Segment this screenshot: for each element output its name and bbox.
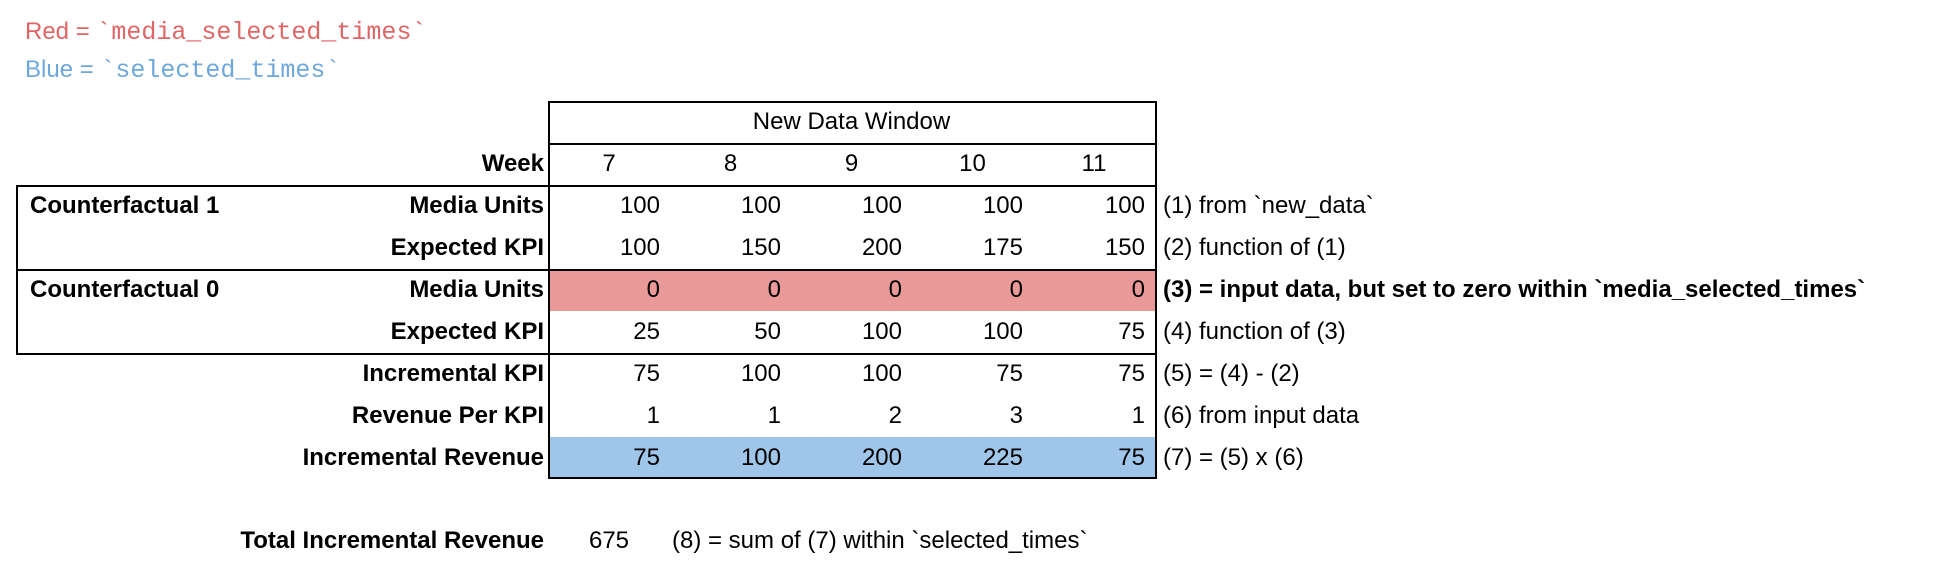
- highlight-red-row-fill: [550, 271, 1155, 311]
- row-annotation-4: (4) function of (3): [1163, 318, 1346, 345]
- data-cell: 100: [740, 360, 781, 387]
- row-label: Media Units: [409, 276, 544, 303]
- data-cell: 75: [633, 444, 660, 471]
- row-annotation-2: (2) function of (1): [1163, 234, 1346, 261]
- legend-blue-label: Blue =: [25, 56, 101, 83]
- data-cell: 75: [633, 360, 660, 387]
- data-cell: 0: [767, 276, 781, 303]
- total-value: 675: [588, 527, 630, 554]
- legend-blue-code: `selected_times`: [100, 56, 341, 85]
- row-label: Incremental KPI: [362, 360, 544, 387]
- data-cell: 150: [1104, 234, 1145, 261]
- data-cell: 2: [888, 402, 902, 429]
- group-label-counterfactual-0: Counterfactual 0: [30, 276, 220, 303]
- data-cell: 225: [982, 444, 1023, 471]
- data-cell: 3: [1009, 402, 1023, 429]
- data-cell: 100: [982, 318, 1023, 345]
- table-row-revenue-per-kpi: Revenue Per KPI 1 1 2 3 1 (6) from input…: [0, 395, 1960, 437]
- row-label: Revenue Per KPI: [351, 402, 544, 429]
- table-border-top: [548, 101, 1157, 103]
- row-annotation-6: (6) from input data: [1163, 402, 1360, 429]
- data-cell: 75: [1118, 360, 1145, 387]
- table-border-cf0-bottom: [16, 353, 1157, 355]
- data-cell: 200: [861, 444, 902, 471]
- data-cell: 100: [861, 360, 902, 387]
- data-cell: 0: [646, 276, 660, 303]
- row-label: Expected KPI: [390, 318, 544, 345]
- data-cell: 75: [1118, 318, 1145, 345]
- group-label-counterfactual-1: Counterfactual 1: [30, 192, 220, 219]
- row-label: Incremental Revenue: [302, 444, 544, 471]
- table-border-labels-left: [16, 185, 18, 355]
- data-cell: 150: [740, 234, 781, 261]
- table-row-cf0-media-units: Counterfactual 0 Media Units 0 0 0 0 0 (…: [0, 269, 1960, 311]
- data-cell: 75: [996, 360, 1023, 387]
- week-value: 7: [602, 150, 616, 177]
- legend-red-label: Red =: [25, 18, 97, 45]
- data-cell: 100: [1104, 192, 1145, 219]
- row-annotation-3: (3) = input data, but set to zero within…: [1163, 276, 1866, 303]
- data-cell: 100: [861, 192, 902, 219]
- table-row-incremental-revenue: Incremental Revenue 75 100 200 225 75 (7…: [0, 437, 1960, 479]
- data-cell: 1: [646, 402, 660, 429]
- legend-red-line: Red = `media_selected_times`: [25, 14, 426, 50]
- data-cell: 75: [1118, 444, 1145, 471]
- highlight-blue-row-fill: [550, 437, 1155, 477]
- week-value: 8: [723, 150, 738, 177]
- data-cell: 1: [767, 402, 781, 429]
- week-value: 9: [844, 150, 859, 177]
- table-border-bottom: [548, 477, 1157, 479]
- week-label: Week: [481, 150, 544, 177]
- row-label: Media Units: [409, 192, 544, 219]
- data-cell: 100: [619, 192, 660, 219]
- table-row-cf0-expected-kpi: Expected KPI 25 50 100 100 75 (4) functi…: [0, 311, 1960, 353]
- table-border-data-right: [1155, 101, 1157, 479]
- legend-blue-line: Blue = `selected_times`: [25, 52, 340, 88]
- data-cell: 100: [861, 318, 902, 345]
- data-cell: 100: [619, 234, 660, 261]
- week-row: Week 7 8 9 10 11: [0, 143, 1960, 185]
- data-cell: 200: [861, 234, 902, 261]
- table-row-cf1-media-units: Counterfactual 1 Media Units 100 100 100…: [0, 185, 1960, 227]
- table-border-data-left: [548, 101, 550, 479]
- data-cell: 25: [633, 318, 660, 345]
- data-cell: 0: [1131, 276, 1145, 303]
- total-label: Total Incremental Revenue: [240, 527, 544, 554]
- total-annotation-8: (8) = sum of (7) within `selected_times`: [672, 527, 1088, 554]
- week-value: 10: [959, 150, 986, 177]
- data-cell: 0: [888, 276, 902, 303]
- data-cell: 1: [1131, 402, 1145, 429]
- table-header-row: New Data Window: [0, 101, 1960, 143]
- table-row-incremental-kpi: Incremental KPI 75 100 100 75 75 (5) = (…: [0, 353, 1960, 395]
- row-annotation-5: (5) = (4) - (2): [1163, 360, 1300, 387]
- total-row: Total Incremental Revenue 675 (8) = sum …: [0, 520, 1960, 562]
- data-cell: 100: [740, 192, 781, 219]
- table-border-under-header: [548, 143, 1157, 145]
- table-row-cf1-expected-kpi: Expected KPI 100 150 200 175 150 (2) fun…: [0, 227, 1960, 269]
- row-annotation-7: (7) = (5) x (6): [1163, 444, 1304, 471]
- data-cell: 100: [982, 192, 1023, 219]
- legend-red-code: `media_selected_times`: [96, 18, 427, 47]
- table-border-cf0-top: [16, 269, 1157, 271]
- data-cell: 0: [1009, 276, 1023, 303]
- data-cell: 175: [982, 234, 1023, 261]
- week-value: 11: [1081, 150, 1107, 177]
- table-header: New Data Window: [752, 108, 951, 135]
- table-border-cf1-top: [16, 185, 1157, 187]
- data-cell: 50: [754, 318, 781, 345]
- row-label: Expected KPI: [390, 234, 544, 261]
- row-annotation-1: (1) from `new_data`: [1163, 192, 1374, 219]
- data-cell: 100: [740, 444, 781, 471]
